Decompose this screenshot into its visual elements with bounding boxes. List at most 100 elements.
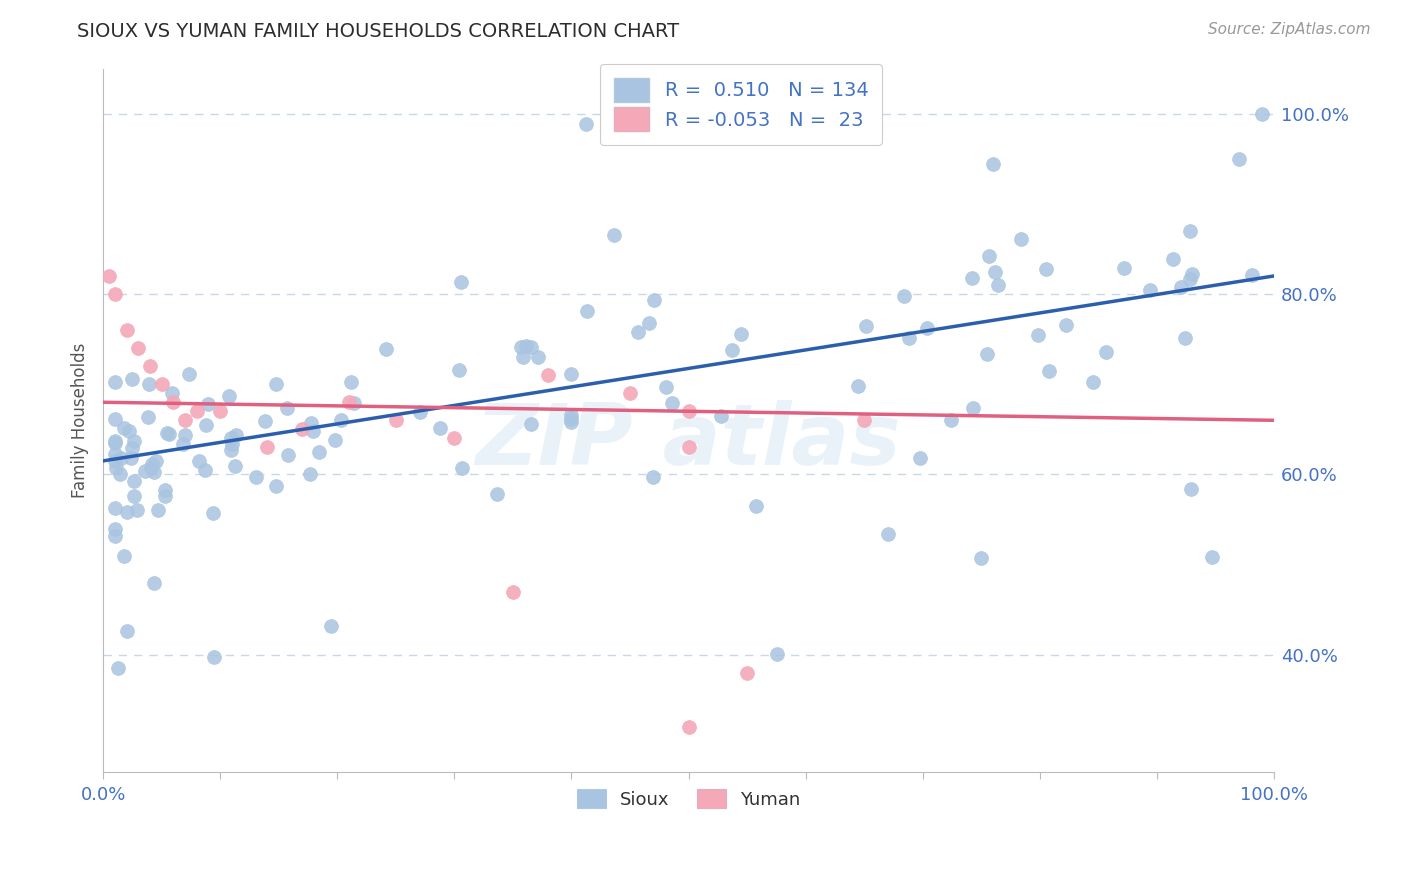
Point <box>136 409 159 424</box>
Point <box>209 404 232 418</box>
Point <box>120 451 142 466</box>
Point <box>104 454 127 468</box>
Point <box>121 372 143 386</box>
Point <box>299 416 322 430</box>
Point <box>1083 375 1105 389</box>
Point <box>575 117 598 131</box>
Point <box>374 342 396 356</box>
Point <box>343 396 366 410</box>
Point <box>104 411 127 425</box>
Point <box>643 293 665 308</box>
Point <box>915 320 938 334</box>
Point <box>153 489 176 503</box>
Point <box>1251 106 1274 120</box>
Point <box>984 265 1007 279</box>
Point <box>177 367 200 381</box>
Point <box>245 469 267 483</box>
Point <box>340 376 363 390</box>
Point <box>301 425 323 439</box>
Point <box>1174 331 1197 345</box>
Text: SIOUX VS YUMAN FAMILY HOUSEHOLDS CORRELATION CHART: SIOUX VS YUMAN FAMILY HOUSEHOLDS CORRELA… <box>77 22 679 41</box>
Point <box>150 377 173 392</box>
Point <box>104 501 127 516</box>
Point <box>118 424 141 438</box>
Point <box>98 268 121 283</box>
Point <box>202 506 225 520</box>
Point <box>846 378 869 392</box>
Point <box>104 529 127 543</box>
Point <box>765 648 787 662</box>
Point <box>1178 224 1201 238</box>
Point <box>107 661 129 675</box>
Point <box>960 270 983 285</box>
Point <box>637 317 659 331</box>
Point <box>104 375 127 389</box>
Point <box>735 665 758 680</box>
Point <box>730 327 752 342</box>
Point <box>1139 283 1161 297</box>
Point <box>195 417 218 432</box>
Point <box>224 459 246 474</box>
Point <box>661 396 683 410</box>
Point <box>121 441 143 455</box>
Point <box>145 453 167 467</box>
Point <box>1035 262 1057 277</box>
Point <box>155 483 177 497</box>
Point <box>104 435 127 450</box>
Point <box>1180 483 1202 497</box>
Point <box>337 395 360 409</box>
Point <box>157 427 180 442</box>
Point <box>1112 260 1135 275</box>
Point <box>264 479 287 493</box>
Y-axis label: Family Households: Family Households <box>72 343 89 498</box>
Point <box>134 464 156 478</box>
Point <box>678 404 700 418</box>
Point <box>221 442 243 457</box>
Point <box>537 368 560 383</box>
Point <box>138 376 160 391</box>
Point <box>977 250 1000 264</box>
Point <box>291 422 314 436</box>
Point <box>710 409 733 423</box>
Point <box>1094 345 1116 359</box>
Point <box>560 367 582 381</box>
Point <box>141 461 163 475</box>
Point <box>114 421 136 435</box>
Point <box>450 275 472 289</box>
Point <box>520 340 543 354</box>
Point <box>254 414 277 428</box>
Point <box>105 461 128 475</box>
Point <box>447 363 470 377</box>
Point <box>385 413 408 427</box>
Point <box>299 467 322 481</box>
Point <box>515 339 537 353</box>
Point <box>898 331 921 345</box>
Point <box>655 380 678 394</box>
Point <box>174 413 197 427</box>
Point <box>124 489 146 503</box>
Point <box>855 318 877 333</box>
Legend: Sioux, Yuman: Sioux, Yuman <box>569 781 807 816</box>
Point <box>173 428 195 442</box>
Point <box>1054 318 1077 332</box>
Point <box>127 341 149 355</box>
Point <box>319 619 342 633</box>
Point <box>110 467 132 482</box>
Point <box>219 431 242 445</box>
Point <box>225 428 247 442</box>
Point <box>560 412 582 426</box>
Point <box>188 454 211 468</box>
Point <box>941 413 963 427</box>
Point <box>853 413 876 427</box>
Point <box>526 351 548 365</box>
Point <box>678 720 700 734</box>
Point <box>893 289 915 303</box>
Point <box>509 340 531 354</box>
Point <box>512 350 534 364</box>
Point <box>143 575 166 590</box>
Point <box>1163 252 1185 267</box>
Point <box>1181 268 1204 282</box>
Point <box>1227 152 1250 166</box>
Point <box>329 413 352 427</box>
Point <box>202 650 225 665</box>
